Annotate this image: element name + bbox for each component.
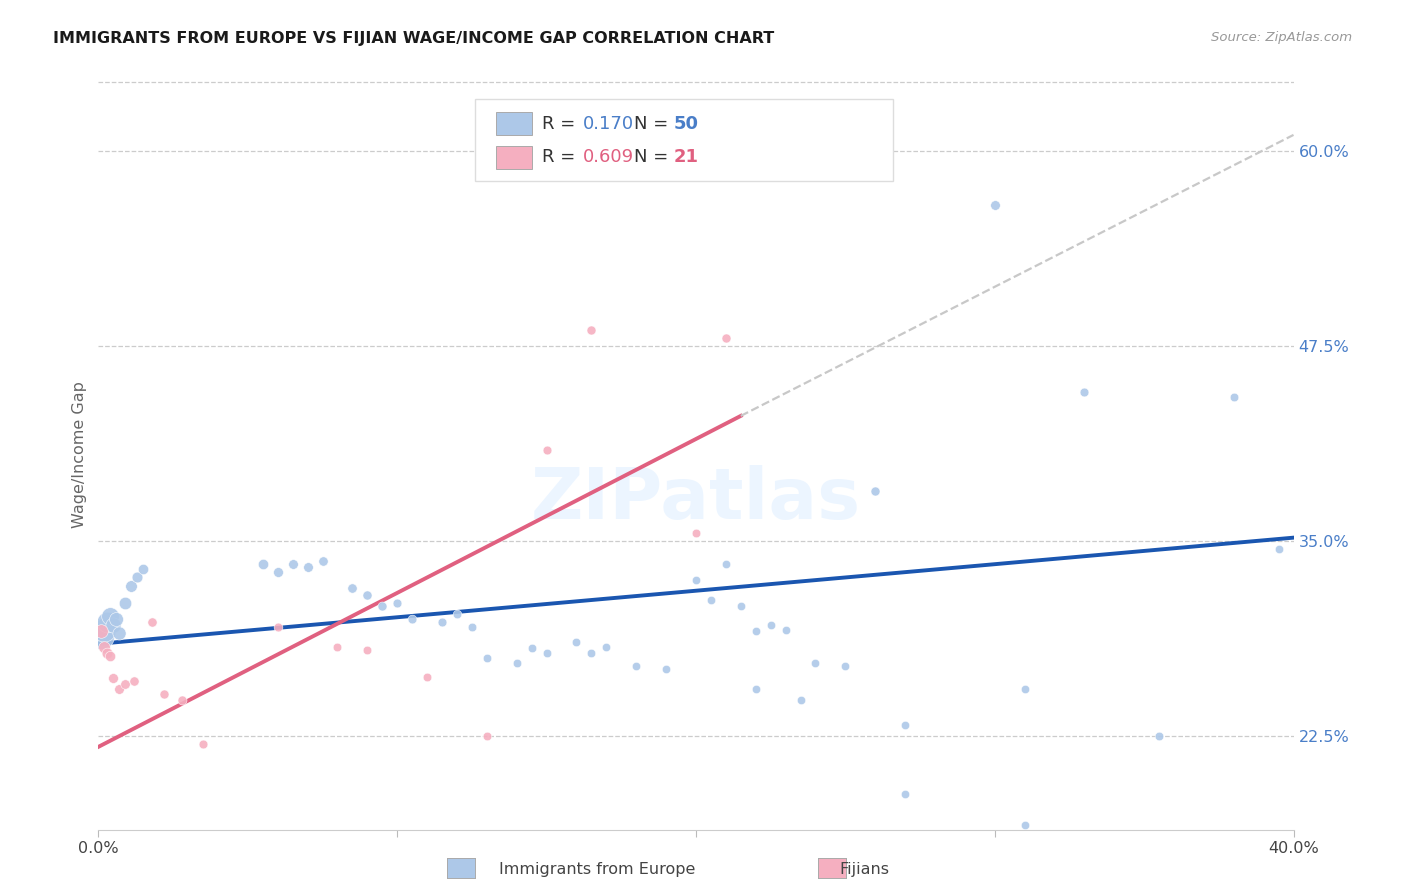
Point bbox=[267, 565, 290, 579]
Point bbox=[281, 557, 304, 572]
Point bbox=[714, 557, 737, 572]
Point bbox=[252, 557, 274, 572]
Point bbox=[804, 656, 827, 670]
Point bbox=[103, 671, 125, 685]
Text: R =: R = bbox=[541, 115, 581, 133]
Point bbox=[730, 599, 752, 614]
Text: Fijians: Fijians bbox=[839, 863, 890, 877]
Point bbox=[103, 618, 125, 632]
Point bbox=[446, 607, 468, 622]
Point bbox=[520, 641, 543, 656]
Point bbox=[536, 646, 558, 660]
Point bbox=[96, 646, 118, 660]
Point bbox=[141, 615, 163, 629]
Point bbox=[789, 693, 811, 707]
Point bbox=[342, 581, 364, 595]
Text: Immigrants from Europe: Immigrants from Europe bbox=[499, 863, 696, 877]
Point bbox=[849, 838, 872, 853]
FancyBboxPatch shape bbox=[496, 146, 533, 169]
Point bbox=[98, 649, 122, 664]
Point bbox=[127, 570, 149, 584]
Text: ZIPatlas: ZIPatlas bbox=[531, 466, 860, 534]
Point bbox=[1147, 729, 1170, 743]
Point bbox=[430, 615, 453, 629]
Point bbox=[153, 687, 176, 701]
Text: 21: 21 bbox=[673, 148, 699, 167]
Point bbox=[475, 651, 498, 665]
Text: 0.609: 0.609 bbox=[582, 148, 634, 167]
Point bbox=[714, 331, 737, 345]
Point bbox=[461, 620, 484, 634]
Point bbox=[775, 623, 797, 637]
Point bbox=[416, 669, 439, 684]
Point bbox=[98, 608, 122, 623]
Point bbox=[356, 643, 378, 657]
Point bbox=[759, 618, 782, 632]
Point bbox=[536, 443, 558, 458]
Point bbox=[311, 554, 333, 568]
Point bbox=[124, 674, 146, 689]
Point bbox=[745, 682, 768, 697]
Point bbox=[114, 677, 136, 691]
Y-axis label: Wage/Income Gap: Wage/Income Gap bbox=[72, 382, 87, 528]
Point bbox=[1014, 682, 1036, 697]
Point bbox=[401, 612, 423, 626]
Point bbox=[745, 624, 768, 639]
Point bbox=[93, 640, 115, 654]
Text: 0.170: 0.170 bbox=[582, 115, 634, 133]
Point bbox=[1073, 385, 1095, 400]
Text: 50: 50 bbox=[673, 115, 699, 133]
Point bbox=[93, 623, 115, 637]
Point bbox=[581, 323, 603, 337]
Point bbox=[356, 589, 378, 603]
Point bbox=[172, 693, 194, 707]
Point bbox=[120, 579, 142, 593]
Point bbox=[626, 658, 648, 673]
Point bbox=[834, 658, 856, 673]
Point bbox=[685, 526, 707, 541]
FancyBboxPatch shape bbox=[496, 112, 533, 135]
Point bbox=[385, 596, 409, 610]
Point bbox=[984, 198, 1007, 212]
Point bbox=[865, 483, 887, 498]
Text: N =: N = bbox=[634, 115, 673, 133]
Point bbox=[90, 629, 112, 643]
Point bbox=[894, 718, 917, 732]
Point bbox=[1267, 541, 1289, 556]
Point bbox=[700, 593, 723, 607]
Point bbox=[565, 635, 588, 649]
Point bbox=[1014, 818, 1036, 832]
Point bbox=[267, 620, 290, 634]
Point bbox=[894, 787, 917, 801]
Point bbox=[114, 596, 136, 610]
Point bbox=[685, 573, 707, 587]
Point bbox=[595, 640, 617, 654]
Point bbox=[108, 626, 131, 640]
Point bbox=[655, 662, 678, 676]
Point bbox=[581, 646, 603, 660]
FancyBboxPatch shape bbox=[475, 99, 893, 181]
Point bbox=[1223, 390, 1246, 404]
Text: Source: ZipAtlas.com: Source: ZipAtlas.com bbox=[1212, 31, 1353, 45]
Point bbox=[475, 729, 498, 743]
Point bbox=[132, 562, 155, 576]
Point bbox=[371, 599, 394, 614]
Point bbox=[191, 737, 214, 751]
Point bbox=[297, 560, 319, 574]
Point bbox=[506, 656, 529, 670]
Point bbox=[326, 640, 349, 654]
Text: N =: N = bbox=[634, 148, 673, 167]
Point bbox=[96, 615, 118, 629]
Point bbox=[90, 624, 112, 639]
Text: IMMIGRANTS FROM EUROPE VS FIJIAN WAGE/INCOME GAP CORRELATION CHART: IMMIGRANTS FROM EUROPE VS FIJIAN WAGE/IN… bbox=[53, 31, 775, 46]
Text: R =: R = bbox=[541, 148, 581, 167]
Point bbox=[105, 612, 128, 626]
Point bbox=[108, 682, 131, 697]
